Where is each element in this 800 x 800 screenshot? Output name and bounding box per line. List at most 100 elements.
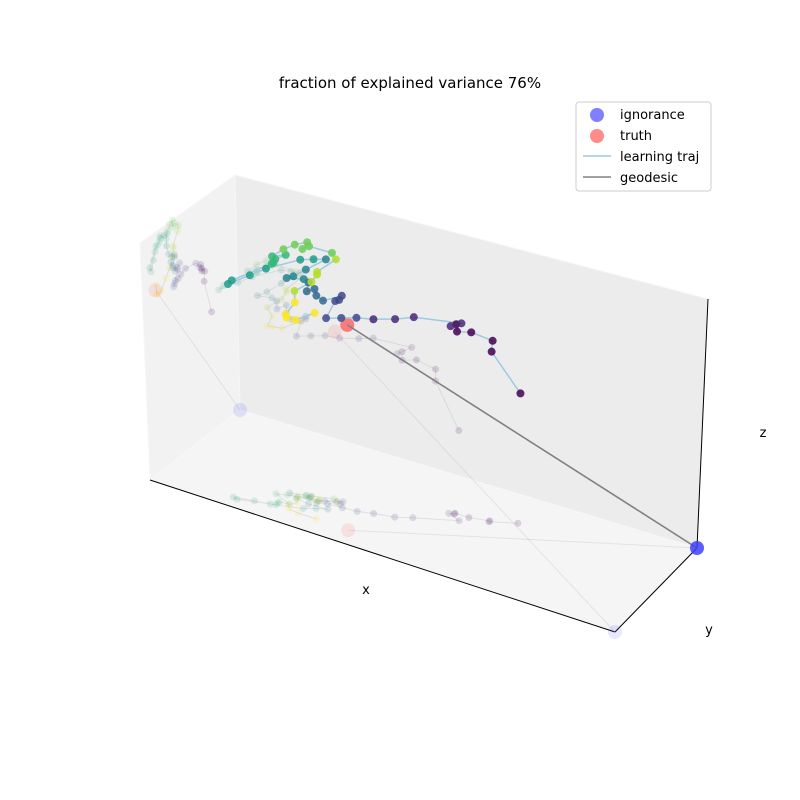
shadow-point	[313, 515, 321, 523]
traj-point	[467, 328, 476, 337]
shadow-point	[272, 490, 280, 498]
shadow-point	[168, 216, 176, 224]
traj-point	[369, 315, 378, 324]
shadow-point	[155, 237, 163, 245]
shadow-point	[308, 492, 316, 500]
legend-item-ignorance: ignorance	[590, 108, 685, 123]
legend: ignorance truth learning traj geodesic	[575, 101, 712, 192]
shadow-point	[166, 264, 174, 272]
shadow-point	[151, 248, 159, 256]
legend-label-learning-traj: learning traj	[620, 150, 699, 165]
shadow-point	[336, 500, 344, 508]
legend-label-geodesic: geodesic	[620, 171, 678, 186]
shadow-point	[305, 500, 313, 508]
traj-point	[488, 336, 497, 345]
legend-label-truth: truth	[620, 129, 652, 144]
shadow-point	[233, 495, 241, 503]
shadow-point	[176, 259, 184, 267]
shadow-point	[160, 231, 168, 239]
traj-point	[337, 313, 346, 322]
x-axis-label: x	[362, 583, 370, 598]
shadow-point	[170, 283, 178, 291]
shadow-point	[162, 274, 170, 282]
shadow-point	[273, 297, 281, 305]
shadow-point	[455, 517, 463, 525]
shadow-point	[208, 308, 216, 316]
traj-point	[516, 389, 525, 398]
shadow-point	[339, 498, 347, 506]
shadow-point	[324, 500, 332, 508]
traj-point	[290, 240, 299, 249]
traj-point	[309, 255, 318, 264]
traj-point	[321, 255, 330, 264]
shadow-point	[293, 493, 301, 501]
shadow-point	[307, 332, 315, 340]
shadow-point	[196, 264, 204, 272]
shadow-point	[268, 312, 276, 320]
traj-point	[282, 274, 291, 283]
shadow-point	[282, 288, 290, 296]
traj-point	[331, 255, 340, 264]
shadow-point	[157, 287, 165, 295]
shadow-point	[154, 290, 162, 298]
shadow-point	[409, 514, 417, 522]
shadow-point	[169, 252, 177, 260]
shadow-point	[334, 497, 342, 505]
shadow-point	[163, 229, 171, 237]
shadow-point	[321, 332, 329, 340]
y-axis-line	[614, 547, 698, 633]
shadow-truth	[148, 283, 163, 298]
shadow-truth	[341, 523, 356, 538]
shadow-point	[253, 260, 261, 268]
shadow-point	[285, 500, 293, 508]
shadow-point	[174, 227, 182, 235]
shadow-point	[292, 332, 300, 340]
traj-point	[313, 270, 322, 279]
shadow-point	[451, 509, 459, 517]
traj-point	[301, 265, 310, 274]
shadow-geodesic-back	[155, 290, 241, 411]
shadow-point	[398, 348, 406, 356]
shadow-point	[294, 499, 302, 507]
shadow-point	[156, 234, 164, 242]
shadow-geodesic-left	[334, 331, 616, 633]
shadow-point	[391, 513, 399, 521]
traj-point	[279, 245, 288, 254]
shadow-point	[198, 265, 206, 273]
ignorance-point	[690, 541, 704, 555]
shadow-point	[283, 491, 291, 499]
legend-label-ignorance: ignorance	[620, 108, 685, 123]
shadow-point	[166, 220, 174, 228]
shadow-point	[355, 335, 363, 343]
legend-item-learning-traj: learning traj	[583, 150, 699, 165]
shadow-point	[284, 501, 292, 509]
shadow-point	[182, 264, 190, 272]
shadow-point	[174, 265, 182, 273]
shadow-point	[294, 493, 302, 501]
shadow-point	[170, 251, 178, 259]
shadow-ignorance	[233, 403, 247, 417]
traj-point	[337, 291, 346, 300]
traj-point	[322, 314, 331, 323]
shadow-point	[253, 292, 261, 300]
shadow-point	[313, 499, 321, 507]
traj-point	[268, 252, 277, 261]
z-axis-line	[696, 298, 709, 549]
shadow-point	[315, 496, 323, 504]
x-axis-line	[149, 479, 616, 633]
shadow-point	[282, 285, 290, 293]
traj-point	[312, 291, 321, 300]
shadow-point	[268, 294, 276, 302]
shadow-point	[201, 267, 209, 275]
shadow-traj-line-back	[149, 218, 213, 312]
shadow-point	[310, 496, 318, 504]
traj-point	[296, 255, 305, 264]
shadow-point	[153, 290, 161, 298]
shadow-point	[168, 253, 176, 261]
shadow-ignorance	[608, 625, 622, 639]
shadow-point	[465, 514, 473, 522]
shadow-point	[177, 270, 185, 278]
traj-point	[310, 309, 319, 318]
shadow-point	[324, 505, 332, 513]
traj-point	[327, 248, 336, 257]
